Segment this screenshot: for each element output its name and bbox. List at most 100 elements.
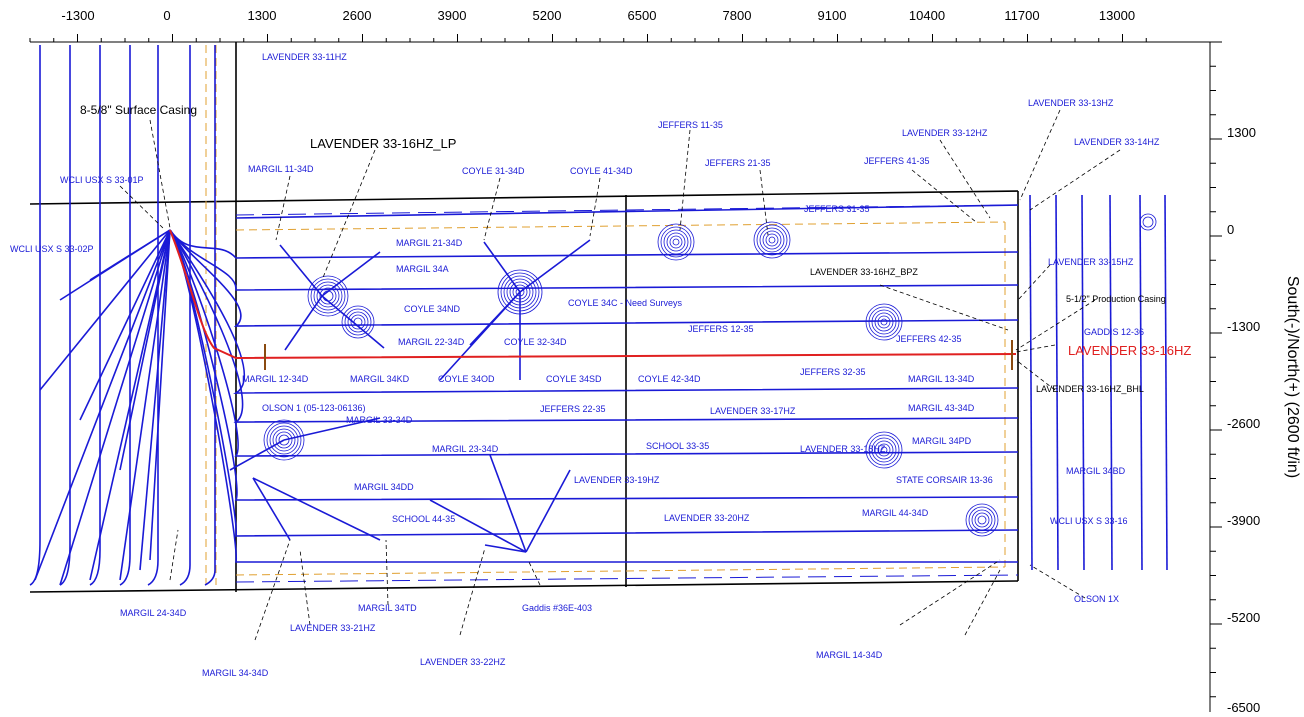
target-ring	[765, 233, 779, 247]
well-label: STATE CORSAIR 13-36	[896, 475, 993, 485]
target-ring	[497, 269, 543, 315]
target-ring	[503, 275, 537, 309]
well-label: JEFFERS 42-35	[896, 334, 962, 344]
well-label: LAVENDER 33-17HZ	[710, 406, 796, 416]
well-label: LAVENDER 33-15HZ	[1048, 257, 1134, 267]
lateral-path	[169, 229, 1019, 327]
y-tick-label: 0	[1227, 222, 1234, 237]
vertical-well-path	[179, 45, 191, 586]
well-label: LAVENDER 33-14HZ	[1074, 137, 1160, 147]
target-ring	[865, 303, 903, 341]
x-tick-label: 7800	[723, 8, 752, 23]
x-tick-label: 5200	[533, 8, 562, 23]
target-ring	[971, 509, 993, 531]
target-ring	[877, 443, 891, 457]
directional-well-path	[79, 229, 171, 421]
target-ring	[322, 290, 334, 302]
well-label: LAVENDER 33-21HZ	[290, 623, 376, 633]
target-ring	[868, 434, 900, 466]
target-ring	[1142, 216, 1154, 228]
well-label: MARGIL 24-34D	[120, 608, 187, 618]
y-axis-title: South(-)/North(+) (2600 ft/in)	[1284, 276, 1301, 478]
target-ring	[663, 229, 689, 255]
target-ring	[874, 440, 894, 460]
vertical-well-path	[204, 45, 216, 586]
well-label: WCLI USX S 33-02P	[10, 244, 94, 254]
main-well-label: LAVENDER 33-16HZ	[1068, 343, 1191, 358]
right-axis: 1300 0 -1300 -2600 -3900 -5200 -6500 Sou…	[1209, 41, 1301, 715]
vertical-well-path	[89, 45, 101, 586]
target-ring	[512, 284, 528, 300]
vertical-well-path	[1029, 194, 1033, 571]
deviated-well-path	[483, 241, 521, 293]
deviated-well-path	[439, 291, 521, 381]
well-label: LAVENDER 33-12HZ	[902, 128, 988, 138]
well-label: MARGIL 43-34D	[908, 403, 975, 413]
well-label: COYLE 41-34D	[570, 166, 633, 176]
well-label: MARGIL 22-34D	[398, 337, 465, 347]
target-ring	[500, 272, 540, 312]
well-label: MARGIL 13-34D	[908, 374, 975, 384]
deviated-well-path	[279, 244, 323, 297]
x-tick-label: 3900	[438, 8, 467, 23]
target-ring	[968, 506, 996, 534]
x-tick-label: 11700	[1004, 8, 1039, 23]
target-ring	[669, 235, 683, 249]
deviated-well-path	[489, 454, 527, 553]
deviated-well-path	[429, 499, 527, 553]
target-ring	[316, 284, 340, 308]
directional-well-path	[139, 229, 171, 571]
main-well-markers	[264, 340, 1013, 370]
well-label: LAVENDER 33-11HZ	[262, 52, 347, 62]
target-ring	[759, 227, 785, 253]
directional-well-path	[119, 229, 171, 581]
target-ring	[515, 287, 525, 297]
x-tick-label: 10400	[909, 8, 945, 23]
well-label: JEFFERS 41-35	[864, 156, 930, 166]
well-label: COYLE 32-34D	[504, 337, 567, 347]
well-label: SCHOOL 33-35	[646, 441, 709, 451]
well-label: JEFFERS 31-35	[804, 204, 870, 214]
directional-well-path	[89, 229, 171, 581]
deviated-well-path	[229, 439, 285, 471]
deviated-well-path	[484, 544, 527, 553]
target-ring	[977, 515, 987, 525]
target-ring	[660, 226, 692, 258]
annotations: 8-5/8" Surface Casing LAVENDER 33-16HZ_L…	[80, 103, 1191, 394]
well-label: MARGIL 11-34D	[248, 164, 314, 174]
well-label: JEFFERS 22-35	[540, 404, 606, 414]
well-label: GADDIS 12-36	[1084, 327, 1144, 337]
deviated-well-path	[252, 477, 381, 541]
surface-casing-label: 8-5/8" Surface Casing	[80, 103, 197, 117]
vertical-well-path	[1109, 194, 1113, 571]
target-ring	[313, 281, 343, 311]
target-ring	[266, 422, 302, 458]
x-tick-label: 0	[163, 8, 170, 23]
well-label: JEFFERS 21-35	[705, 158, 771, 168]
label-leaders	[119, 109, 1121, 641]
well-label: OLSON 1X	[1074, 594, 1119, 604]
target-ring	[278, 434, 290, 446]
target-ring	[974, 512, 990, 528]
y-tick-label: -1300	[1227, 319, 1260, 334]
well-label: Gaddis #36E-403	[522, 603, 592, 613]
well-label: MARGIL 34A	[396, 264, 449, 274]
well-label: LAVENDER 33-22HZ	[420, 657, 506, 667]
well-label: COYLE 34SD	[546, 374, 602, 384]
x-tick-label: 9100	[818, 8, 847, 23]
x-tick-label: 1300	[248, 8, 277, 23]
lateral-path	[169, 229, 1019, 423]
directional-well-path	[59, 229, 171, 586]
target-ring	[871, 309, 897, 335]
target-ring	[341, 305, 375, 339]
lateral-path	[169, 229, 1019, 394]
lateral-path	[169, 229, 1019, 291]
target-ring	[344, 308, 372, 336]
well-label: LAVENDER 33-20HZ	[664, 513, 750, 523]
well-label: MARGIL 34BD	[1066, 466, 1126, 476]
vertical-well-path	[1055, 194, 1059, 571]
x-tick-label: 2600	[343, 8, 372, 23]
deviated-well-path	[283, 417, 381, 441]
target-ring	[1139, 213, 1157, 231]
